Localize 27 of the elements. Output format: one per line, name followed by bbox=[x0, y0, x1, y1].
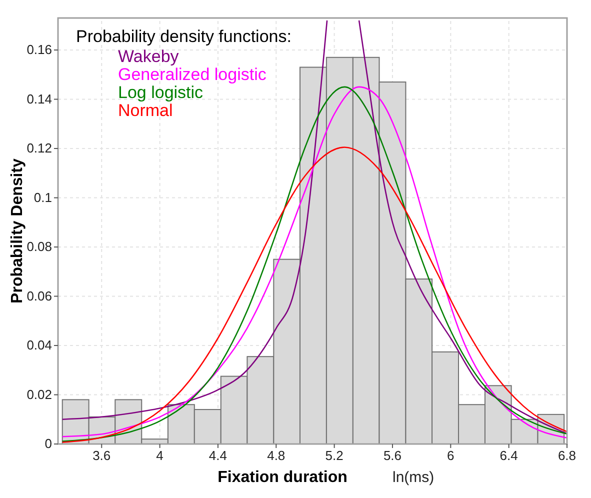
y-tick-label: 0.14 bbox=[26, 91, 52, 106]
x-tick-label: 3.6 bbox=[92, 448, 111, 463]
x-axis-title: Fixation duration bbox=[218, 469, 348, 486]
x-tick-label: 4.4 bbox=[208, 448, 228, 463]
x-tick-label: 6.8 bbox=[558, 448, 576, 463]
y-tick-label: 0.04 bbox=[26, 338, 52, 353]
y-tick-label: 0.08 bbox=[26, 239, 52, 254]
x-tick-label: 5.6 bbox=[383, 448, 402, 463]
legend-title: Probability density functions: bbox=[76, 27, 292, 46]
text: Generalized logistic bbox=[118, 65, 267, 84]
y-tick-label: 0 bbox=[44, 436, 52, 451]
y-tick-label: 0.1 bbox=[34, 190, 52, 205]
x-tick-label: 4 bbox=[156, 448, 164, 463]
y-tick-label: 0.02 bbox=[26, 386, 52, 402]
x-tick-label: 4.8 bbox=[267, 448, 286, 463]
y-tick-label: 0.16 bbox=[26, 42, 52, 58]
text: Log logistic bbox=[118, 83, 204, 102]
y-tick-label: 0.12 bbox=[26, 140, 52, 156]
x-tick-label: 5.2 bbox=[325, 448, 344, 463]
text: ln(ms) bbox=[392, 469, 434, 486]
x-tick-label: 6.4 bbox=[500, 448, 518, 463]
text: Wakeby bbox=[118, 47, 180, 66]
y-axis-title: Probability Density bbox=[9, 158, 26, 304]
text: Normal bbox=[118, 101, 173, 120]
y-tick-label: 0.06 bbox=[26, 288, 52, 304]
line-series bbox=[62, 146, 568, 443]
x-tick-label: 6 bbox=[447, 448, 454, 463]
